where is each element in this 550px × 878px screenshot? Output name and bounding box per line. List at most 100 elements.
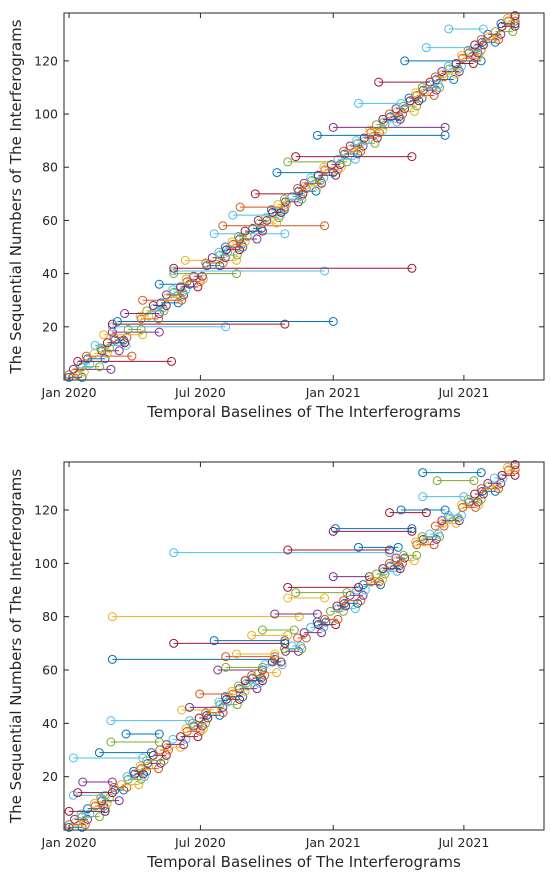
y-tick-label: 60 xyxy=(42,663,58,678)
end-marker xyxy=(510,11,520,21)
end-marker xyxy=(256,223,266,233)
start-marker xyxy=(99,330,109,340)
x-axis-label: Temporal Baselines of The Interferograms xyxy=(146,853,461,871)
start-marker xyxy=(109,332,119,342)
x-axis-label: Temporal Baselines of The Interferograms xyxy=(146,403,461,421)
start-marker xyxy=(90,340,100,350)
start-marker xyxy=(270,609,280,619)
x-tick-label: Jul 2021 xyxy=(437,385,489,400)
x-tick-label: Jul 2020 xyxy=(174,835,226,850)
chart-panel-bottom: Jan 2020 Jul 2020 Jan 2021 Jul 2021 20 40 60 80… xyxy=(7,460,545,871)
tick-group: Jan 2020 Jul 2020 Jan 2021 Jul 2021 20 40 60 80… xyxy=(34,462,544,850)
start-marker xyxy=(254,668,264,678)
end-marker xyxy=(385,545,395,555)
end-marker xyxy=(283,630,293,640)
start-marker xyxy=(291,588,301,598)
y-tick-label: 100 xyxy=(34,556,58,571)
end-marker xyxy=(107,777,117,787)
end-marker xyxy=(280,319,290,329)
end-marker xyxy=(473,43,483,53)
start-marker xyxy=(283,157,293,167)
start-marker xyxy=(107,654,117,664)
start-marker xyxy=(247,630,257,640)
start-marker xyxy=(117,780,127,790)
end-marker xyxy=(159,756,169,766)
end-marker xyxy=(107,788,117,798)
end-marker xyxy=(434,80,444,90)
end-marker xyxy=(154,327,164,337)
end-marker xyxy=(136,774,146,784)
end-marker xyxy=(146,748,156,758)
end-marker xyxy=(449,74,459,84)
start-marker xyxy=(73,788,83,798)
end-marker xyxy=(468,59,478,69)
end-marker xyxy=(209,705,219,715)
y-tick-label: 20 xyxy=(42,319,58,334)
end-marker xyxy=(471,53,481,63)
chart-marks xyxy=(64,460,520,832)
end-marker xyxy=(385,548,395,558)
end-marker xyxy=(232,700,242,710)
end-marker xyxy=(407,263,417,273)
end-marker xyxy=(215,710,225,720)
end-marker xyxy=(409,556,419,566)
start-marker xyxy=(400,56,410,66)
end-marker xyxy=(242,231,252,241)
end-marker xyxy=(331,170,341,180)
end-marker xyxy=(232,269,242,279)
end-marker xyxy=(234,694,244,704)
start-marker xyxy=(326,160,336,170)
end-marker xyxy=(356,596,366,606)
start-marker xyxy=(120,309,130,319)
end-marker xyxy=(280,229,290,239)
start-marker xyxy=(235,202,245,212)
start-marker xyxy=(169,638,179,648)
start-marker xyxy=(221,652,231,662)
end-marker xyxy=(85,359,95,369)
y-tick-label: 80 xyxy=(42,160,58,175)
end-marker xyxy=(510,13,520,23)
y-tick-label: 40 xyxy=(42,716,58,731)
start-marker xyxy=(257,625,267,635)
end-marker xyxy=(294,612,304,622)
y-tick-label: 80 xyxy=(42,609,58,624)
start-marker xyxy=(490,27,500,37)
end-marker xyxy=(331,620,341,630)
start-marker xyxy=(248,223,258,233)
start-marker xyxy=(68,790,78,800)
end-marker xyxy=(392,566,402,576)
y-tick-label: 20 xyxy=(42,769,58,784)
start-marker xyxy=(96,793,106,803)
end-marker xyxy=(421,508,431,518)
end-marker xyxy=(154,729,164,739)
start-marker xyxy=(209,229,219,239)
start-marker xyxy=(312,130,322,140)
start-marker xyxy=(169,548,179,558)
end-marker xyxy=(440,122,450,132)
start-marker xyxy=(345,590,355,600)
end-marker xyxy=(434,529,444,539)
end-marker xyxy=(197,271,207,281)
y-tick-label: 120 xyxy=(34,503,58,518)
end-marker xyxy=(257,665,267,675)
axes-box xyxy=(63,461,545,831)
start-marker xyxy=(421,43,431,53)
end-marker xyxy=(328,316,338,326)
start-marker xyxy=(106,716,116,726)
start-marker xyxy=(320,614,330,624)
end-marker xyxy=(154,314,164,324)
y-tick-label: 100 xyxy=(34,107,58,122)
end-marker xyxy=(272,218,282,228)
end-marker xyxy=(104,793,114,803)
end-marker xyxy=(234,245,244,255)
end-marker xyxy=(136,324,146,334)
end-marker xyxy=(320,221,330,231)
end-marker xyxy=(353,598,363,608)
start-marker xyxy=(195,689,205,699)
end-marker xyxy=(490,486,500,496)
end-marker xyxy=(316,628,326,638)
end-marker xyxy=(478,24,488,34)
start-marker xyxy=(359,133,369,143)
start-marker xyxy=(425,529,435,539)
end-marker xyxy=(195,277,205,287)
